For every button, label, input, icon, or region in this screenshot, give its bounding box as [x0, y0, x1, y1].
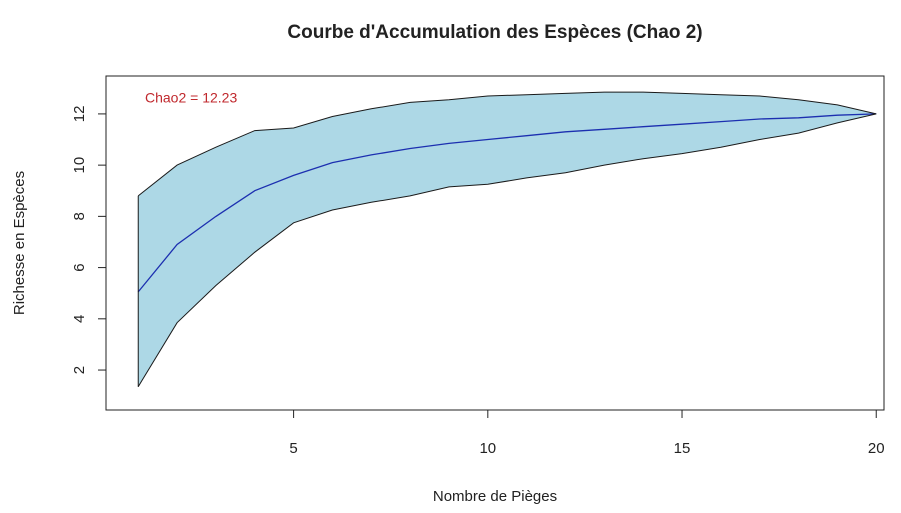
x-tick-label: 20	[868, 440, 885, 457]
y-tick-label: 12	[71, 106, 88, 123]
mean-line	[137, 113, 877, 293]
y-tick-label: 8	[71, 212, 88, 220]
x-tick-label: 15	[674, 440, 691, 457]
y-tick-label: 10	[71, 157, 88, 174]
x-tick-label: 10	[479, 440, 496, 457]
chart-title: Courbe d'Accumulation des Espèces (Chao …	[287, 22, 702, 43]
x-tick-label: 5	[289, 440, 297, 457]
band-edge	[137, 91, 877, 197]
y-tick-label: 2	[71, 366, 88, 374]
annotation: Chao2 = 12.23	[145, 90, 237, 106]
plot-box	[105, 75, 885, 411]
y-tick-label: 4	[71, 315, 88, 323]
x-axis-label: Nombre de Pièges	[433, 488, 557, 505]
y-tick-label: 6	[71, 263, 88, 271]
y-axis-label: Richesse en Espèces	[11, 171, 28, 315]
confidence-band	[138, 92, 877, 387]
band-edge	[137, 113, 877, 387]
